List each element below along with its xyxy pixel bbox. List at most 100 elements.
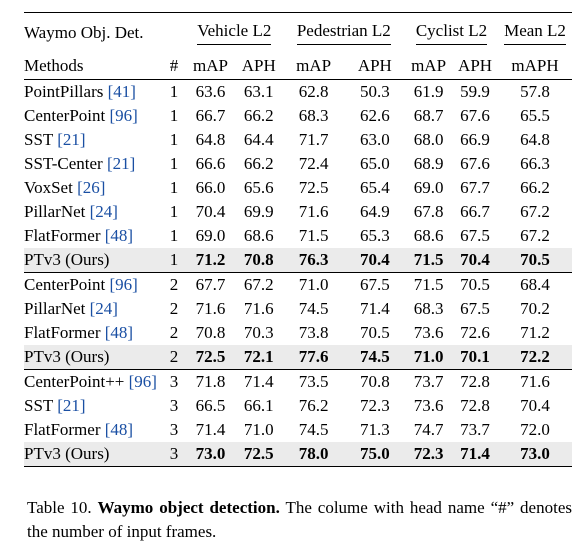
value-cell: 66.3 bbox=[520, 154, 550, 173]
value-cell: 68.3 bbox=[298, 106, 329, 125]
group-header-vehicle: Vehicle L2 bbox=[186, 12, 283, 53]
value-cell: 71.4 bbox=[359, 299, 390, 318]
method-cell: FlatFormer [48] bbox=[24, 418, 162, 442]
citation-link[interactable]: [21] bbox=[57, 396, 86, 415]
method-name: CenterPoint bbox=[24, 106, 110, 125]
value-cell: 71.8 bbox=[186, 369, 235, 394]
value-cell: 66.2 bbox=[243, 106, 274, 125]
method-cell: PointPillars [41] bbox=[24, 79, 162, 104]
citation-link[interactable]: [96] bbox=[109, 275, 138, 294]
citation-link[interactable]: [96] bbox=[128, 372, 157, 391]
value-cell: 70.3 bbox=[243, 323, 274, 342]
metric-header: mAP bbox=[296, 56, 332, 75]
value-cell: 71.4 bbox=[452, 442, 498, 467]
method-name: SST-Center bbox=[24, 154, 107, 173]
value-cell: 72.3 bbox=[405, 442, 453, 467]
value-cell: 68.7 bbox=[413, 106, 444, 125]
value-cell: 67.6 bbox=[460, 154, 490, 173]
value-cell: 71.5 bbox=[405, 272, 453, 297]
citation-link[interactable]: [24] bbox=[89, 299, 118, 318]
value-cell: 64.8 bbox=[520, 130, 550, 149]
table-row-ours: PTv3 (Ours) 3 73.0 72.5 78.0 75.0 72.3 71.4 73.0 bbox=[24, 442, 572, 467]
value-cell: 67.5 bbox=[460, 299, 490, 318]
frames-cell: 3 bbox=[169, 396, 179, 415]
method-name: FlatFormer bbox=[24, 420, 105, 439]
method-name: CenterPoint bbox=[24, 275, 110, 294]
value-cell: 73.0 bbox=[186, 442, 235, 467]
citation-link[interactable]: [26] bbox=[77, 178, 106, 197]
table-row: SST [21] 3 66.5 66.1 76.2 72.3 73.6 72.8 70.4 bbox=[24, 394, 572, 418]
value-cell: 74.5 bbox=[298, 420, 329, 439]
metric-header: mAP bbox=[192, 56, 228, 75]
method-cell: FlatFormer [48] bbox=[24, 321, 162, 345]
value-cell: 67.7 bbox=[186, 272, 235, 297]
value-cell: 76.3 bbox=[282, 248, 345, 273]
value-cell: 70.5 bbox=[498, 248, 572, 273]
value-cell: 73.6 bbox=[413, 323, 444, 342]
frames-cell: 1 bbox=[169, 106, 179, 125]
table-row: FlatFormer [48] 1 69.0 68.6 71.5 65.3 68.6 67.5… bbox=[24, 224, 572, 248]
method-cell: CenterPoint [96] bbox=[24, 104, 162, 128]
value-cell: 63.6 bbox=[186, 79, 235, 104]
method-cell: SST [21] bbox=[24, 394, 162, 418]
value-cell: 61.9 bbox=[405, 79, 453, 104]
value-cell: 72.8 bbox=[452, 369, 498, 394]
value-cell: 65.0 bbox=[359, 154, 390, 173]
method-cell: SST [21] bbox=[24, 128, 162, 152]
citation-link[interactable]: [96] bbox=[109, 106, 138, 125]
header-row-metrics: Methods # mAP APH mAP APH mAP APH mAPH bbox=[24, 53, 572, 80]
value-cell: 70.8 bbox=[344, 369, 406, 394]
value-cell: 70.5 bbox=[452, 272, 498, 297]
value-cell: 73.8 bbox=[298, 323, 329, 342]
table-row: PillarNet [24] 2 71.6 71.6 74.5 71.4 68.3 67.5 7… bbox=[24, 297, 572, 321]
frames-cell: 2 bbox=[162, 345, 186, 370]
value-cell: 69.0 bbox=[413, 178, 444, 197]
frames-column-header: # bbox=[169, 56, 179, 75]
citation-link[interactable]: [48] bbox=[104, 420, 134, 439]
value-cell: 66.2 bbox=[520, 178, 550, 197]
group-header-pedestrian: Pedestrian L2 bbox=[282, 12, 406, 53]
methods-column-header: Methods bbox=[24, 56, 84, 75]
citation-link[interactable]: [24] bbox=[89, 202, 118, 221]
value-cell: 71.6 bbox=[195, 299, 226, 318]
method-name: PTv3 (Ours) bbox=[24, 250, 110, 269]
value-cell: 73.6 bbox=[413, 396, 444, 415]
citation-link[interactable]: [41] bbox=[107, 82, 136, 101]
method-name: FlatFormer bbox=[24, 323, 105, 342]
value-cell: 66.9 bbox=[460, 130, 490, 149]
method-name: PointPillars bbox=[24, 82, 108, 101]
citation-link[interactable]: [48] bbox=[104, 323, 134, 342]
method-cell: PillarNet [24] bbox=[24, 200, 162, 224]
citation-link[interactable]: [21] bbox=[106, 154, 136, 173]
table-row: CenterPoint [96] 1 66.7 66.2 68.3 62.6 68.7 67.… bbox=[24, 104, 572, 128]
value-cell: 67.5 bbox=[460, 226, 490, 245]
value-cell: 70.4 bbox=[195, 202, 226, 221]
table-row: SST [21] 1 64.8 64.4 71.7 63.0 68.0 66.9 64.8 bbox=[24, 128, 572, 152]
table-row-ours: PTv3 (Ours) 2 72.5 72.1 77.6 74.5 71.0 70.1 72.2 bbox=[24, 345, 572, 370]
frames-cell: 3 bbox=[162, 369, 186, 394]
value-cell: 78.0 bbox=[282, 442, 345, 467]
value-cell: 71.7 bbox=[298, 130, 329, 149]
frames-cell: 1 bbox=[162, 248, 186, 273]
empty-cell bbox=[162, 12, 186, 53]
citation-link[interactable]: [48] bbox=[104, 226, 134, 245]
value-cell: 72.5 bbox=[298, 178, 329, 197]
metric-header: APH bbox=[458, 56, 493, 75]
citation-link[interactable]: [21] bbox=[57, 130, 86, 149]
value-cell: 72.8 bbox=[460, 396, 490, 415]
value-cell: 71.6 bbox=[243, 299, 274, 318]
table-row-ours: PTv3 (Ours) 1 71.2 70.8 76.3 70.4 71.5 70.4 70.5 bbox=[24, 248, 572, 273]
method-cell: PTv3 (Ours) bbox=[24, 345, 162, 370]
value-cell: 70.4 bbox=[520, 396, 550, 415]
value-cell: 71.2 bbox=[520, 323, 550, 342]
value-cell: 64.9 bbox=[359, 202, 390, 221]
table-row: VoxSet [26] 1 66.0 65.6 72.5 65.4 69.0 67.7 66.2 bbox=[24, 176, 572, 200]
value-cell: 72.0 bbox=[520, 420, 550, 439]
method-cell: FlatFormer [48] bbox=[24, 224, 162, 248]
method-name: CenterPoint++ bbox=[24, 372, 129, 391]
value-cell: 62.6 bbox=[359, 106, 390, 125]
method-name: SST bbox=[24, 396, 58, 415]
value-cell: 71.0 bbox=[405, 345, 453, 370]
results-table: Waymo Obj. Det. Vehicle L2 Pedestrian L2… bbox=[24, 12, 572, 467]
group-label: Pedestrian L2 bbox=[296, 21, 391, 45]
